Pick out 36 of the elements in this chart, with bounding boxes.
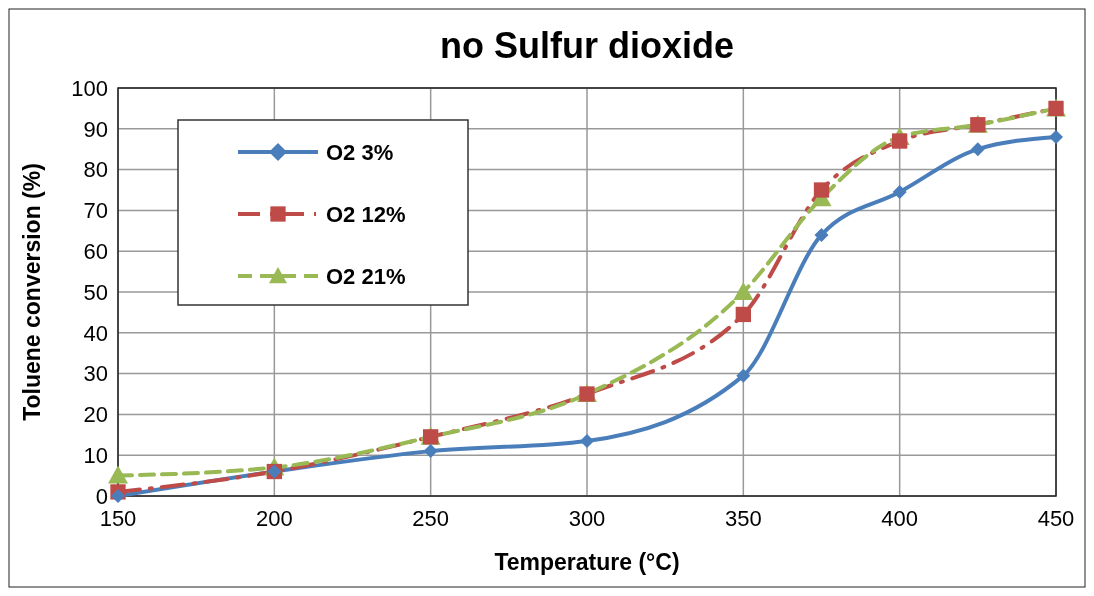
x-tick-label: 350 bbox=[724, 506, 762, 531]
y-tick-label: 90 bbox=[83, 116, 108, 142]
chart-title: no Sulfur dioxide bbox=[440, 25, 734, 66]
point bbox=[733, 282, 754, 300]
y-tick-label: 0 bbox=[95, 483, 108, 509]
point bbox=[423, 444, 438, 459]
y-tick-label: 20 bbox=[83, 402, 108, 428]
point bbox=[580, 433, 594, 448]
y-tick-label: 100 bbox=[71, 75, 108, 101]
y-tick-label: 50 bbox=[83, 279, 108, 305]
y-tick-label: 40 bbox=[83, 320, 108, 346]
y-tick-label: 30 bbox=[83, 361, 108, 387]
x-tick-label: 150 bbox=[99, 506, 137, 531]
x-tick-label: 450 bbox=[1037, 506, 1075, 531]
point bbox=[970, 142, 985, 157]
x-tick-label: 300 bbox=[568, 506, 606, 531]
point bbox=[813, 182, 830, 198]
x-axis-title: Temperature (°C) bbox=[494, 549, 680, 575]
legend-label: O2 3% bbox=[326, 139, 394, 165]
point bbox=[1049, 129, 1063, 144]
x-tick-label: 200 bbox=[255, 506, 293, 531]
y-tick-label: 80 bbox=[83, 157, 108, 183]
legend-label: O2 21% bbox=[326, 263, 406, 289]
point bbox=[735, 306, 751, 323]
point bbox=[108, 465, 128, 484]
y-tick-label: 70 bbox=[83, 198, 108, 224]
point bbox=[736, 368, 751, 383]
y-tick-label: 60 bbox=[83, 238, 108, 264]
x-tick-label: 400 bbox=[881, 506, 919, 531]
y-axis-title: Toluene conversion (%) bbox=[19, 163, 45, 421]
point bbox=[892, 185, 907, 200]
point bbox=[814, 227, 829, 242]
point bbox=[111, 489, 125, 503]
x-tick-label: 250 bbox=[412, 506, 450, 531]
y-tick-label: 10 bbox=[83, 442, 108, 468]
legend-label: O2 12% bbox=[326, 201, 406, 227]
